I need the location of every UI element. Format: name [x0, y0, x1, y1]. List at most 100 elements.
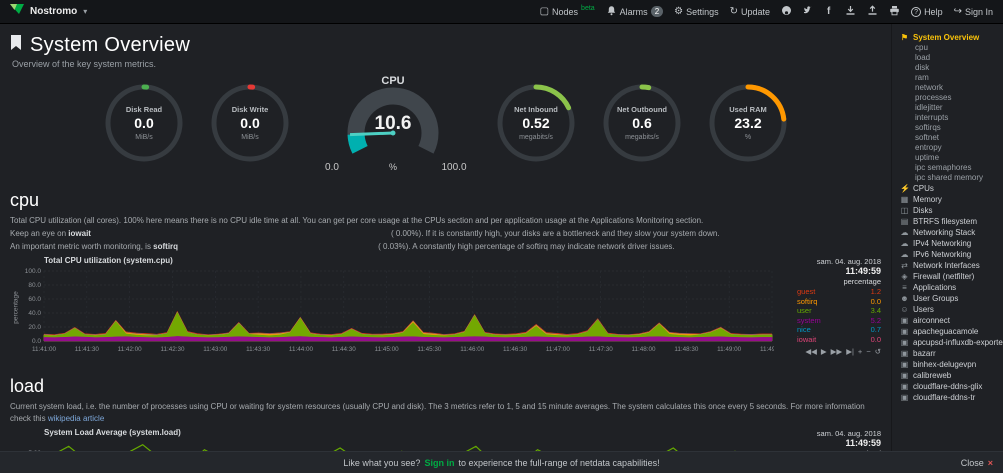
twitter-button[interactable]: [803, 5, 814, 18]
reset-zoom-icon[interactable]: ↺: [874, 347, 881, 356]
node-name[interactable]: Nostromo: [30, 6, 78, 17]
print-button[interactable]: [889, 5, 900, 18]
import-button[interactable]: [845, 5, 856, 18]
settings-button[interactable]: ⚙ Settings: [674, 6, 719, 17]
sidebar-item-network-interfaces[interactable]: ⇄ Network Interfaces: [900, 260, 999, 271]
sidebar-subitem-softnet[interactable]: softnet: [915, 133, 940, 142]
gauge-disk-read[interactable]: Disk Read 0.0 MiB/s: [96, 75, 192, 176]
sidebar-item-btrfs-filesystem[interactable]: ▤ BTRFS filesystem: [900, 216, 999, 227]
y-tick-label: 0.0: [32, 338, 41, 345]
x-tick-label: 11:47:30: [589, 346, 614, 353]
legend-softirq[interactable]: softirq 0.0: [797, 297, 881, 307]
sidebar-item-label: cloudflare-ddns-glix: [913, 382, 983, 391]
sidebar-item-ipv6-networking[interactable]: ☁ IPv6 Networking: [900, 249, 999, 260]
pan-left-icon[interactable]: ◀◀: [805, 347, 817, 356]
sidebar-item-ipv4-networking[interactable]: ☁ IPv4 Networking: [900, 238, 999, 249]
sidebar-item-cloudflare-ddns-tr[interactable]: ▣ cloudflare-ddns-tr: [900, 392, 999, 403]
sidebar-item-label: System Overview: [913, 33, 980, 42]
load-chart-canvas[interactable]: 5.004.00: [10, 439, 774, 451]
facebook-button[interactable]: f: [825, 5, 834, 18]
nodes-button[interactable]: ▢ Nodes beta: [540, 5, 595, 17]
sidebar-subitem-softirqs[interactable]: softirqs: [915, 123, 941, 132]
sidebar-item-firewall-netfilter-[interactable]: ◈ Firewall (netfilter): [900, 271, 999, 282]
sidebar-subitem-uptime[interactable]: uptime: [915, 153, 940, 162]
page-title: System Overview: [30, 34, 191, 56]
sidebar-item-cloudflare-ddns-glix[interactable]: ▣ cloudflare-ddns-glix: [900, 381, 999, 392]
help-button[interactable]: ? Help: [911, 6, 943, 17]
legend-user[interactable]: user 3.4: [797, 306, 881, 316]
sidebar-item-label: apacheguacamole: [913, 327, 979, 336]
legend-nice[interactable]: nice 0.7: [797, 325, 881, 335]
gauge-value-arc: [497, 84, 574, 162]
chevron-down-icon[interactable]: ▾: [83, 7, 88, 16]
legend-system[interactable]: system 5.2: [797, 316, 881, 326]
sidebar-item-applications[interactable]: ≡ Applications: [900, 282, 999, 293]
alarms-button[interactable]: Alarms 2: [606, 5, 664, 18]
sidebar-item-calibreweb[interactable]: ▣ calibreweb: [900, 370, 999, 381]
legend-iowait[interactable]: iowait 0.0: [797, 335, 881, 345]
wikipedia-link[interactable]: wikipedia article: [47, 414, 105, 423]
sidebar-item-users[interactable]: ☺ Users: [900, 304, 999, 315]
users-icon: ☻: [900, 294, 909, 303]
zoom-in-icon[interactable]: +: [857, 347, 863, 356]
sidebar-subitem-ipc-shared-memory[interactable]: ipc shared memory: [915, 173, 984, 182]
sidebar-subitem-cpu[interactable]: cpu: [915, 43, 928, 52]
legend-guest[interactable]: guest 1.2: [797, 287, 881, 297]
bookmark-icon: ⚑: [900, 33, 909, 42]
sidebar-subitem-load[interactable]: load: [915, 53, 931, 62]
cloud-icon: ☁: [900, 228, 909, 237]
sidebar-item-user-groups[interactable]: ☻ User Groups: [900, 293, 999, 304]
gauge-used-ram[interactable]: Used RAM 23.2%: [700, 75, 796, 176]
gauge-value-arc: [105, 84, 182, 162]
sidebar-subitem-disk[interactable]: disk: [915, 63, 930, 72]
pan-end-icon[interactable]: ▶|: [846, 347, 854, 356]
sidebar-item-networking-stack[interactable]: ☁ Networking Stack: [900, 227, 999, 238]
gauge-value: 23.2: [734, 115, 761, 131]
netdata-logo[interactable]: [10, 2, 24, 21]
sidebar-subitem-interrupts[interactable]: interrupts: [915, 113, 949, 122]
sidebar-item-system-overview[interactable]: ⚑ System Overview: [900, 32, 999, 43]
cpu-chart-canvas[interactable]: 100.0 80.0 60.0 40.0 20.0 0.011:41:00 11:41:30…: [10, 267, 785, 355]
sidebar-subitem-processes[interactable]: processes: [915, 93, 952, 102]
gauge-title: Disk Write: [231, 105, 268, 114]
sidebar-item-bazarr[interactable]: ▣ bazarr: [900, 348, 999, 359]
gauge-value-arc: [211, 84, 288, 162]
sidebar-item-memory[interactable]: ▦ Memory: [900, 194, 999, 205]
export-button[interactable]: [867, 5, 878, 18]
gauge-net-outbound[interactable]: Net Outbound 0.6 megabits/s: [594, 75, 690, 176]
legend-dimension-value: 0.0: [870, 334, 881, 344]
y-tick-label: 60.0: [28, 296, 41, 303]
desc-text: ( 0.03%). A constantly high percentage o…: [378, 242, 675, 251]
gauge-net-inbound[interactable]: Net Inbound 0.52 megabits/s: [488, 75, 584, 176]
sidebar-item-cpus[interactable]: ⚡ CPUs: [900, 183, 999, 194]
load-chart[interactable]: System Load Average (system.load) load 5…: [10, 428, 881, 451]
legend-dimension-name: iowait: [797, 334, 817, 344]
gauge-title: Net Inbound: [514, 105, 558, 114]
cpu-chart[interactable]: Total CPU utilization (system.cpu) perce…: [10, 256, 882, 364]
y-axis-label: percentage: [12, 291, 20, 324]
play-icon[interactable]: ▶: [820, 347, 827, 356]
sidebar-subitem-entropy[interactable]: entropy: [915, 143, 942, 152]
gear-icon: ⚙: [674, 6, 684, 17]
legend-time: 11:49:59: [845, 438, 881, 448]
sidebar-item-binhex-delugevpn[interactable]: ▣ binhex-delugevpn: [900, 359, 999, 370]
zoom-out-icon[interactable]: −: [866, 347, 871, 356]
sidebar-subitem-ram[interactable]: ram: [915, 73, 929, 82]
x-tick-label: 11:48:30: [674, 346, 699, 353]
signin-button[interactable]: ↪ Sign In: [954, 6, 993, 17]
github-button[interactable]: [781, 5, 792, 18]
sidebar-subitem-network[interactable]: network: [915, 83, 944, 92]
signin-link[interactable]: Sign in: [424, 457, 455, 468]
sidebar-subitem-ipc-semaphores[interactable]: ipc semaphores: [915, 163, 972, 172]
sidebar-subitem-idlejitter[interactable]: idlejitter: [915, 103, 943, 112]
gauge-cpu[interactable]: CPU 10.6 0.0 100.0%: [308, 73, 478, 178]
sidebar-item-apacheguacamole[interactable]: ▣ apacheguacamole: [900, 326, 999, 337]
sidebar-item-disks[interactable]: ◫ Disks: [900, 205, 999, 216]
sidebar-item-airconnect[interactable]: ▣ airconnect: [900, 315, 999, 326]
pan-right-icon[interactable]: ▶▶: [830, 347, 843, 356]
close-banner-button[interactable]: Close ×: [961, 458, 993, 468]
sidebar-item-apcupsd-influxdb-exporter[interactable]: ▣ apcupsd-influxdb-exporter: [900, 337, 1003, 348]
update-button[interactable]: ↻ Update: [730, 6, 770, 17]
gauge-disk-write[interactable]: Disk Write 0.0 MiB/s: [202, 75, 298, 176]
cube-icon: ▣: [900, 382, 909, 391]
